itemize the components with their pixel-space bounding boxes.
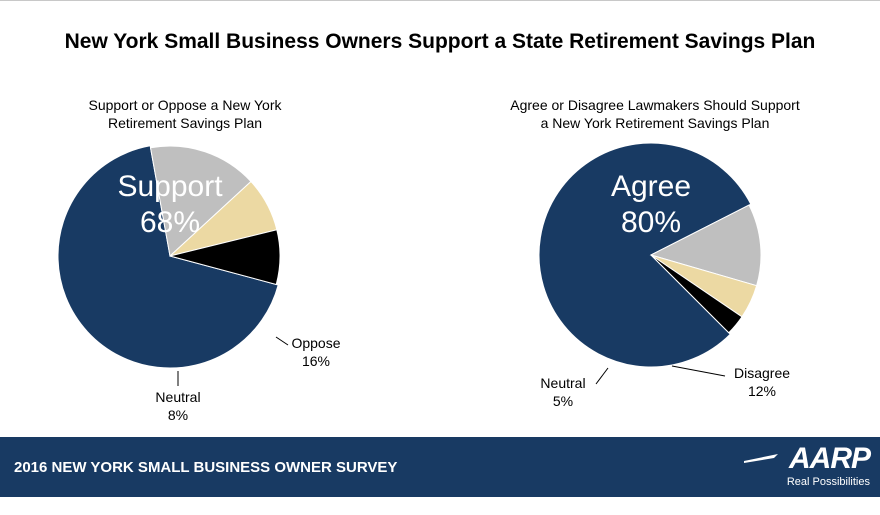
- chart1-value-support: 68%: [140, 206, 200, 239]
- chart1-slice-oppose: [149, 145, 252, 257]
- swoosh-icon: [744, 454, 778, 463]
- chart2-label-disagree: Disagree: [734, 365, 790, 381]
- survey-label: 2016 NEW YORK SMALL BUSINESS OWNER SURVE…: [14, 459, 398, 476]
- aarp-logo: AARP Real Possibilities: [732, 442, 872, 492]
- top-rule: [0, 0, 880, 1]
- aarp-tagline: Real Possibilities: [786, 476, 870, 488]
- chart1-label-support: Support: [117, 170, 223, 203]
- chart2-value-neutral: 5%: [553, 393, 573, 409]
- chart2-slice-unlabeled: [650, 254, 743, 334]
- chart2-title-line1: Agree or Disagree Lawmakers Should Suppo…: [510, 97, 800, 113]
- aarp-logo-text: AARP: [788, 442, 871, 475]
- chart1-label-oppose: Oppose: [291, 335, 340, 351]
- chart2-label-agree: Agree: [611, 170, 691, 203]
- chart1-title-line2: Retirement Savings Plan: [107, 115, 263, 131]
- chart1-title: Support or Oppose a New York Retirement …: [40, 96, 330, 132]
- chart2-slice-agree: [538, 142, 752, 368]
- chart2-leader-disagree: [671, 365, 726, 377]
- page-title: New York Small Business Owners Support a…: [64, 30, 816, 53]
- chart2-slice-disagree: [649, 204, 762, 287]
- footer-bar: 2016 NEW YORK SMALL BUSINESS OWNER SURVE…: [0, 437, 880, 497]
- chart1-title-line1: Support or Oppose a New York: [88, 97, 282, 113]
- chart1-value-oppose: 16%: [302, 353, 330, 369]
- chart2-leader-neutral: [595, 367, 609, 385]
- chart1-slice-support: [57, 145, 279, 369]
- chart1-leader-oppose: [275, 336, 289, 346]
- chart2-title: Agree or Disagree Lawmakers Should Suppo…: [490, 96, 820, 132]
- chart2-title-line2: a New York Retirement Savings Plan: [540, 115, 770, 131]
- chart2-label-neutral: Neutral: [540, 375, 585, 391]
- chart2-value-disagree: 12%: [748, 383, 776, 399]
- chart1-value-neutral: 8%: [168, 407, 188, 423]
- chart1-label-neutral: Neutral: [155, 389, 200, 405]
- chart2-value-agree: 80%: [621, 206, 681, 239]
- chart1-slice-unlabeled: [169, 229, 281, 286]
